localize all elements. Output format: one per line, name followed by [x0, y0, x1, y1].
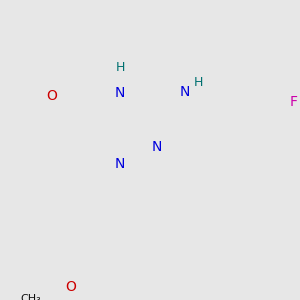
Text: CH₃: CH₃ — [20, 294, 41, 300]
Text: N: N — [179, 85, 190, 99]
Text: N: N — [151, 140, 162, 154]
Text: H: H — [194, 76, 203, 89]
Text: H: H — [115, 61, 125, 74]
Text: O: O — [65, 280, 76, 294]
Text: N: N — [115, 86, 125, 100]
Text: F: F — [290, 95, 298, 109]
Text: O: O — [46, 89, 57, 103]
Text: N: N — [115, 158, 125, 171]
